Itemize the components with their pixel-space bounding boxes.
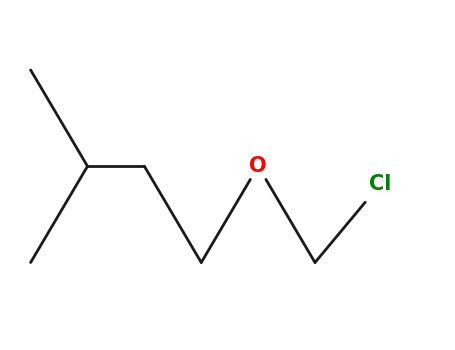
Text: Cl: Cl [369,174,392,194]
Text: O: O [249,156,267,176]
